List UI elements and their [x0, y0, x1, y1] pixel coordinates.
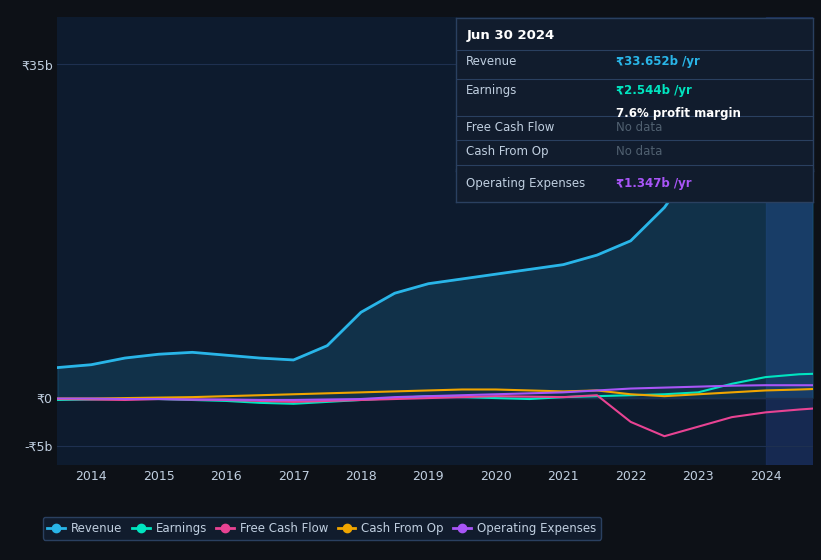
Text: Jun 30 2024: Jun 30 2024	[466, 29, 555, 42]
Text: Revenue: Revenue	[466, 55, 518, 68]
Text: ₹1.347b /yr: ₹1.347b /yr	[617, 177, 692, 190]
Legend: Revenue, Earnings, Free Cash Flow, Cash From Op, Operating Expenses: Revenue, Earnings, Free Cash Flow, Cash …	[43, 517, 601, 539]
Text: Cash From Op: Cash From Op	[466, 145, 549, 158]
Text: No data: No data	[617, 120, 663, 133]
Text: ₹2.544b /yr: ₹2.544b /yr	[617, 84, 692, 97]
Text: Earnings: Earnings	[466, 84, 518, 97]
Text: Operating Expenses: Operating Expenses	[466, 177, 585, 190]
Bar	[765, 17, 813, 465]
Text: Free Cash Flow: Free Cash Flow	[466, 120, 555, 133]
Text: No data: No data	[617, 145, 663, 158]
Text: ₹33.652b /yr: ₹33.652b /yr	[617, 55, 700, 68]
Text: 7.6% profit margin: 7.6% profit margin	[617, 107, 741, 120]
